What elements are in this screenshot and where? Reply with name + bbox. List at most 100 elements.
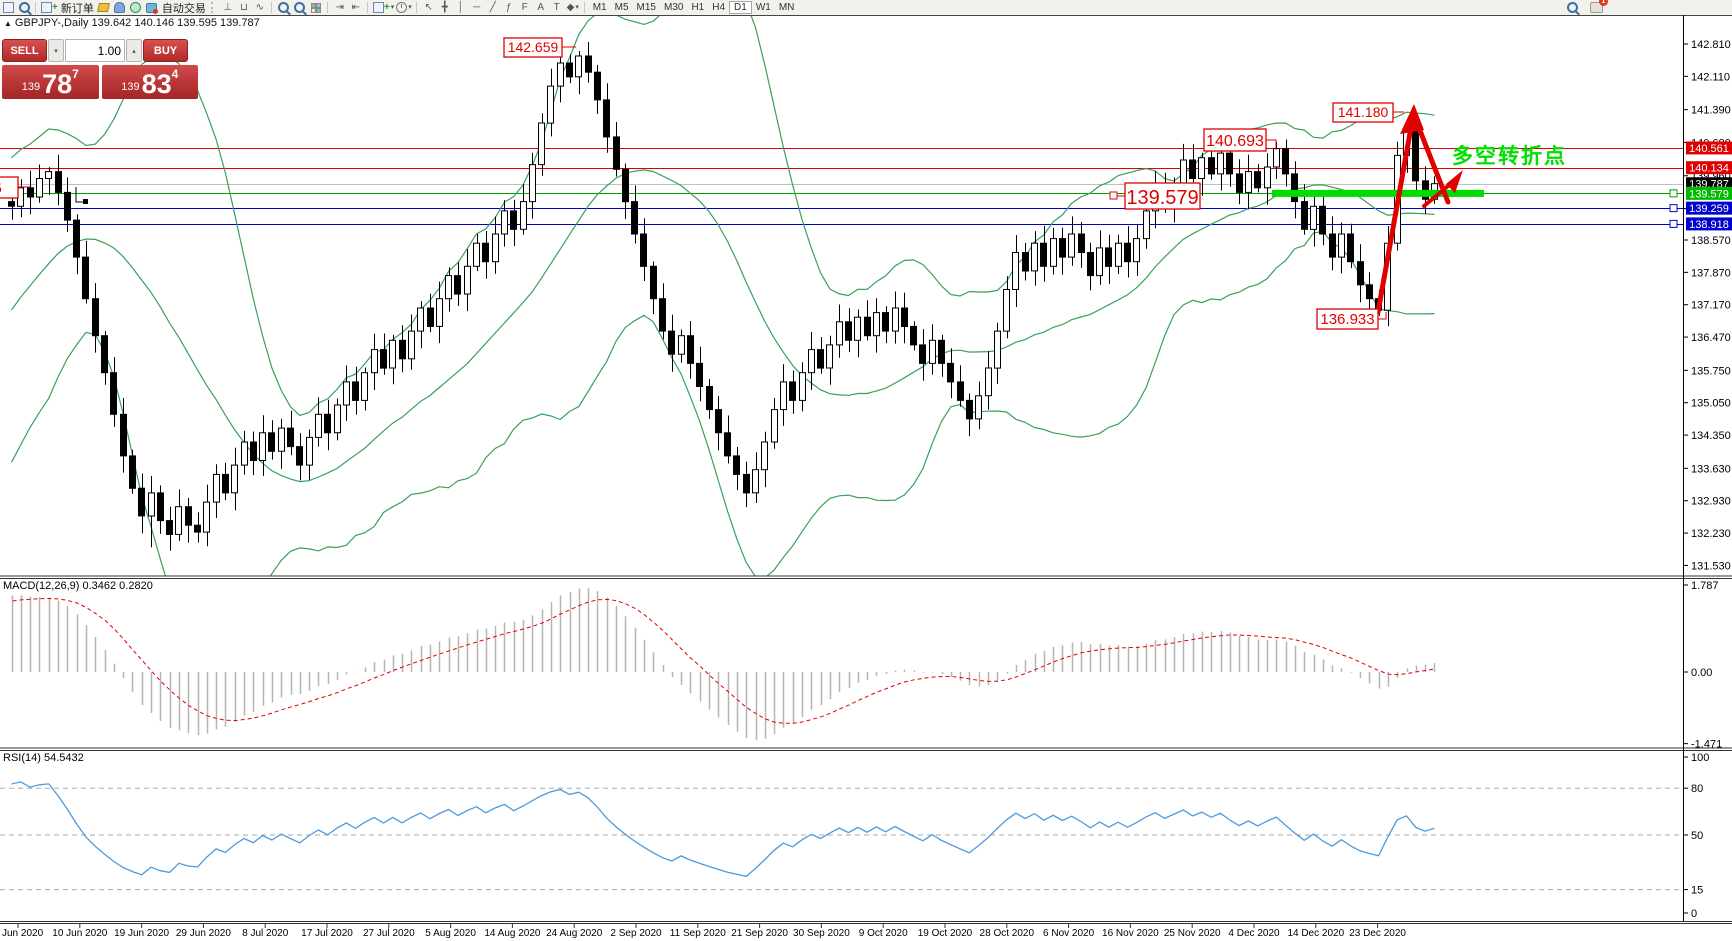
svg-text:1.787: 1.787 [1691,580,1719,592]
svg-text:134.350: 134.350 [1691,430,1731,442]
candlestick-chart-icon[interactable]: ⊔ [239,2,248,13]
vertical-line-icon[interactable]: │ [457,2,464,13]
svg-text:16 Nov 2020: 16 Nov 2020 [1102,928,1159,939]
arrows-tool-icon[interactable]: ◆ ▾ [566,2,579,13]
cursor-icon[interactable]: ↖ [424,2,433,13]
hline-handle[interactable] [1669,189,1678,198]
buy-button[interactable]: BUY [143,39,188,62]
timeframe-M5[interactable]: M5 [614,2,629,13]
svg-text:Jun 2020: Jun 2020 [2,928,44,939]
svg-text:141.180: 141.180 [1338,104,1389,120]
volume-increase-button[interactable]: ▴ [126,39,142,62]
autotrading-label[interactable]: 自动交易 [161,2,206,15]
svg-text:131.530: 131.530 [1691,560,1731,572]
svg-text:8 Jul 2020: 8 Jul 2020 [242,928,289,939]
svg-text:15: 15 [0,180,2,196]
svg-text:19 Jun 2020: 19 Jun 2020 [114,928,169,939]
line-chart-icon[interactable]: ∿ [255,2,265,13]
hline-handle[interactable] [1669,204,1678,213]
svg-text:24 Aug 2020: 24 Aug 2020 [546,928,603,939]
turning-point-note[interactable]: 多空转折点 [1452,144,1567,168]
svg-text:15: 15 [1691,885,1703,897]
auto-scroll-icon[interactable]: ⇥ [335,2,345,13]
zoom-in-icon[interactable] [277,1,291,14]
svg-text:141.390: 141.390 [1691,105,1731,117]
svg-text:17 Jul 2020: 17 Jul 2020 [301,928,353,939]
fibo-channel-icon[interactable]: ƒ [505,2,512,13]
svg-text:25 Nov 2020: 25 Nov 2020 [1164,928,1221,939]
fibo-retracement-icon[interactable]: F [521,2,528,13]
timeframe-M1[interactable]: M1 [592,2,607,13]
new-order-icon[interactable]: + [41,1,58,14]
trend-arrows[interactable] [1375,104,1463,315]
svg-text:28 Oct 2020: 28 Oct 2020 [980,928,1035,939]
svg-text:138.918: 138.918 [1689,219,1729,231]
svg-text:4 Dec 2020: 4 Dec 2020 [1228,928,1280,939]
svg-text:-1.471: -1.471 [1691,739,1722,751]
svg-text:140.134: 140.134 [1689,163,1729,175]
svg-text:138.570: 138.570 [1691,235,1731,247]
sell-price-main: 78 [42,69,73,99]
support-zone-bar[interactable] [1272,189,1484,197]
notification-badge: 1 [1599,0,1608,6]
svg-text:11 Sep 2020: 11 Sep 2020 [670,928,726,939]
timeframe-switcher: M1 M5 M15 M30 H1 H4 D1 W1 MN [589,1,799,14]
deposit-icon[interactable] [97,1,111,14]
svg-text:140.693: 140.693 [1206,133,1264,150]
timeframe-M30[interactable]: M30 [663,2,684,13]
macd-label: MACD(12,26,9) 0.3462 0.2820 [3,580,153,592]
svg-text:80: 80 [1691,783,1703,795]
timeframe-D1[interactable]: D1 [729,1,752,14]
bar-chart-icon[interactable]: ⊥ [223,2,233,13]
volume-input[interactable] [65,39,125,62]
sell-price[interactable]: 139 78 7 [2,65,99,99]
zoom-out-icon[interactable] [293,1,307,14]
profile-icon[interactable] [113,1,127,14]
sell-button[interactable]: SELL [2,39,47,62]
tile-windows-icon[interactable] [309,1,323,14]
chart-shift-icon[interactable]: ⇤ [351,2,361,13]
chart-preview-icon[interactable] [17,1,31,14]
indicators-icon[interactable]: + ▾ [372,1,394,14]
svg-text:0: 0 [1691,908,1697,920]
price-annotations[interactable]: 142.659 141.180 140.693 139.579 136.933 15 [0,37,1404,330]
svg-text:14 Aug 2020: 14 Aug 2020 [484,928,541,939]
object-anchor-mark [75,187,86,203]
one-click-trading: SELL ▾ ▴ BUY 139 78 7 139 83 4 [2,39,198,99]
svg-text:27 Jul 2020: 27 Jul 2020 [363,928,415,939]
volume-decrease-button[interactable]: ▾ [48,39,64,62]
timeframe-H4[interactable]: H4 [712,2,726,13]
svg-text:100: 100 [1691,752,1709,764]
date-axis: Jun 2020 10 Jun 2020 19 Jun 2020 29 Jun 202… [2,924,1406,939]
buy-price[interactable]: 139 83 4 [101,65,198,99]
object-anchor-square [83,199,88,204]
hline-handle[interactable] [1669,219,1678,228]
signal-icon[interactable] [129,1,143,14]
crosshair-icon[interactable]: ╋ [441,2,448,13]
svg-text:140.561: 140.561 [1689,143,1729,155]
svg-text:133.630: 133.630 [1691,463,1731,475]
timeframe-H1[interactable]: H1 [691,2,705,13]
notifications-icon[interactable]: 1 [1589,0,1608,14]
autotrading-icon[interactable] [145,1,159,14]
sell-price-prefix: 139 [21,81,41,93]
new-window-icon[interactable] [1,1,15,14]
svg-text:142.110: 142.110 [1691,71,1730,83]
horizontal-lines[interactable] [0,148,1683,225]
timeframe-MN[interactable]: MN [778,2,795,13]
candles [8,42,1438,551]
timeframe-M15[interactable]: M15 [636,2,656,13]
svg-text:0.00: 0.00 [1691,667,1712,679]
rsi-label: RSI(14) 54.5432 [3,752,84,764]
horizontal-line-icon[interactable]: ─ [473,2,481,13]
buy-price-main: 83 [141,69,172,99]
text-label-icon[interactable]: T [553,2,560,13]
chart-canvas[interactable]: 142.810142.110141.390140.680139.960139.2… [0,15,1732,941]
svg-text:29 Jun 2020: 29 Jun 2020 [176,928,231,939]
new-order-label[interactable]: 新订单 [60,2,94,15]
trendline-icon[interactable]: ╱ [489,2,496,13]
text-tool-icon[interactable]: A [537,2,545,13]
timeframe-W1[interactable]: W1 [755,2,771,13]
search-icon[interactable] [1565,1,1579,14]
periods-icon[interactable]: ▾ [396,1,412,14]
